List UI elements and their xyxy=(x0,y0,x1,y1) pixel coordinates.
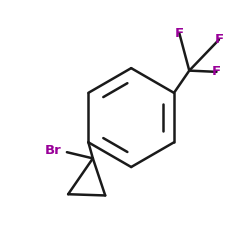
Text: F: F xyxy=(212,65,221,78)
Text: F: F xyxy=(214,33,224,46)
Text: F: F xyxy=(175,27,184,40)
Text: Br: Br xyxy=(45,144,62,158)
